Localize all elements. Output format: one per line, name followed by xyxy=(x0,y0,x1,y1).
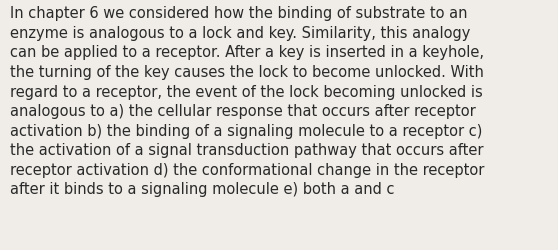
Text: In chapter 6 we considered how the binding of substrate to an
enzyme is analogou: In chapter 6 we considered how the bindi… xyxy=(10,6,484,196)
